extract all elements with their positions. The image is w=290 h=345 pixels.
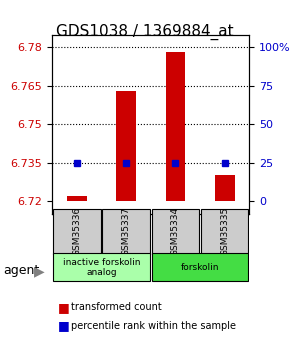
- FancyBboxPatch shape: [152, 209, 199, 255]
- Text: agent: agent: [3, 264, 39, 277]
- Bar: [166, 52, 185, 201]
- Bar: [67, 196, 87, 201]
- Text: GSM35335: GSM35335: [220, 207, 229, 256]
- Text: forskolin: forskolin: [181, 263, 219, 272]
- Bar: [116, 91, 136, 201]
- Text: GSM35336: GSM35336: [72, 207, 81, 256]
- FancyBboxPatch shape: [102, 209, 150, 255]
- Text: GSM35337: GSM35337: [122, 207, 131, 256]
- Text: transformed count: transformed count: [71, 302, 162, 312]
- Text: GSM35334: GSM35334: [171, 207, 180, 256]
- FancyBboxPatch shape: [53, 253, 150, 282]
- FancyBboxPatch shape: [201, 209, 249, 255]
- FancyBboxPatch shape: [53, 209, 101, 255]
- FancyBboxPatch shape: [152, 253, 249, 282]
- Bar: [215, 176, 235, 201]
- Text: GDS1038 / 1369884_at: GDS1038 / 1369884_at: [56, 24, 234, 40]
- Text: inactive forskolin
analog: inactive forskolin analog: [63, 258, 140, 277]
- Text: ▶: ▶: [34, 264, 44, 278]
- Text: ■: ■: [58, 300, 70, 314]
- Text: ■: ■: [58, 319, 70, 333]
- Text: percentile rank within the sample: percentile rank within the sample: [71, 321, 236, 331]
